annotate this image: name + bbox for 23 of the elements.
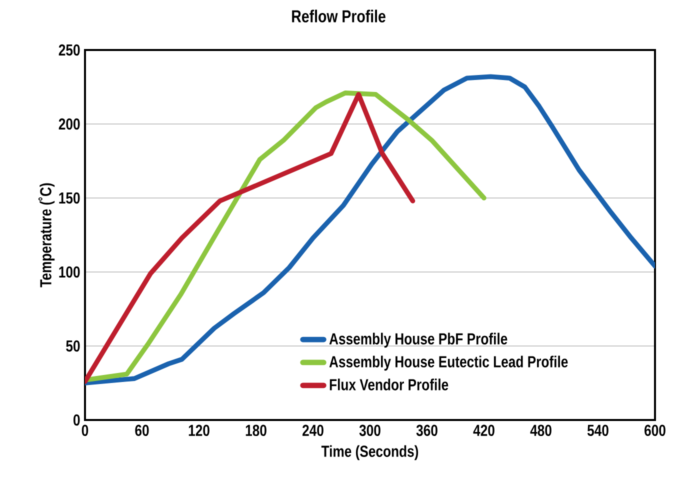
x-tick-label: 360 [416,424,438,436]
y-tick-label: 50 [66,340,80,352]
legend-label: Flux Vendor Profile [330,378,448,390]
x-tick-label: 600 [644,424,666,436]
y-tick-label: 0 [74,414,80,426]
x-tick-label: 480 [530,424,552,436]
x-tick-label: 420 [473,424,494,436]
legend-label: Assembly House PbF Profile [329,332,508,348]
legend-label: Assembly House Eutectic Lead Profile [329,356,568,371]
y-tick-label: 200 [58,118,80,130]
chart-title: Reflow Profile [292,10,386,22]
y-axis-title: Temperature (˚C) [38,183,55,288]
x-tick-label: 540 [587,424,608,436]
y-tick-label: 100 [59,266,80,278]
x-tick-label: 240 [302,424,324,436]
y-tick-label: 150 [59,192,80,204]
x-tick-label: 180 [246,424,266,436]
x-tick-label: 0 [82,424,88,436]
x-tick-label: 300 [359,424,380,436]
x-tick-label: 120 [188,424,210,436]
x-axis-title: Time (Seconds) [321,445,418,460]
y-tick-label: 250 [58,44,80,56]
x-tick-label: 60 [135,424,149,436]
